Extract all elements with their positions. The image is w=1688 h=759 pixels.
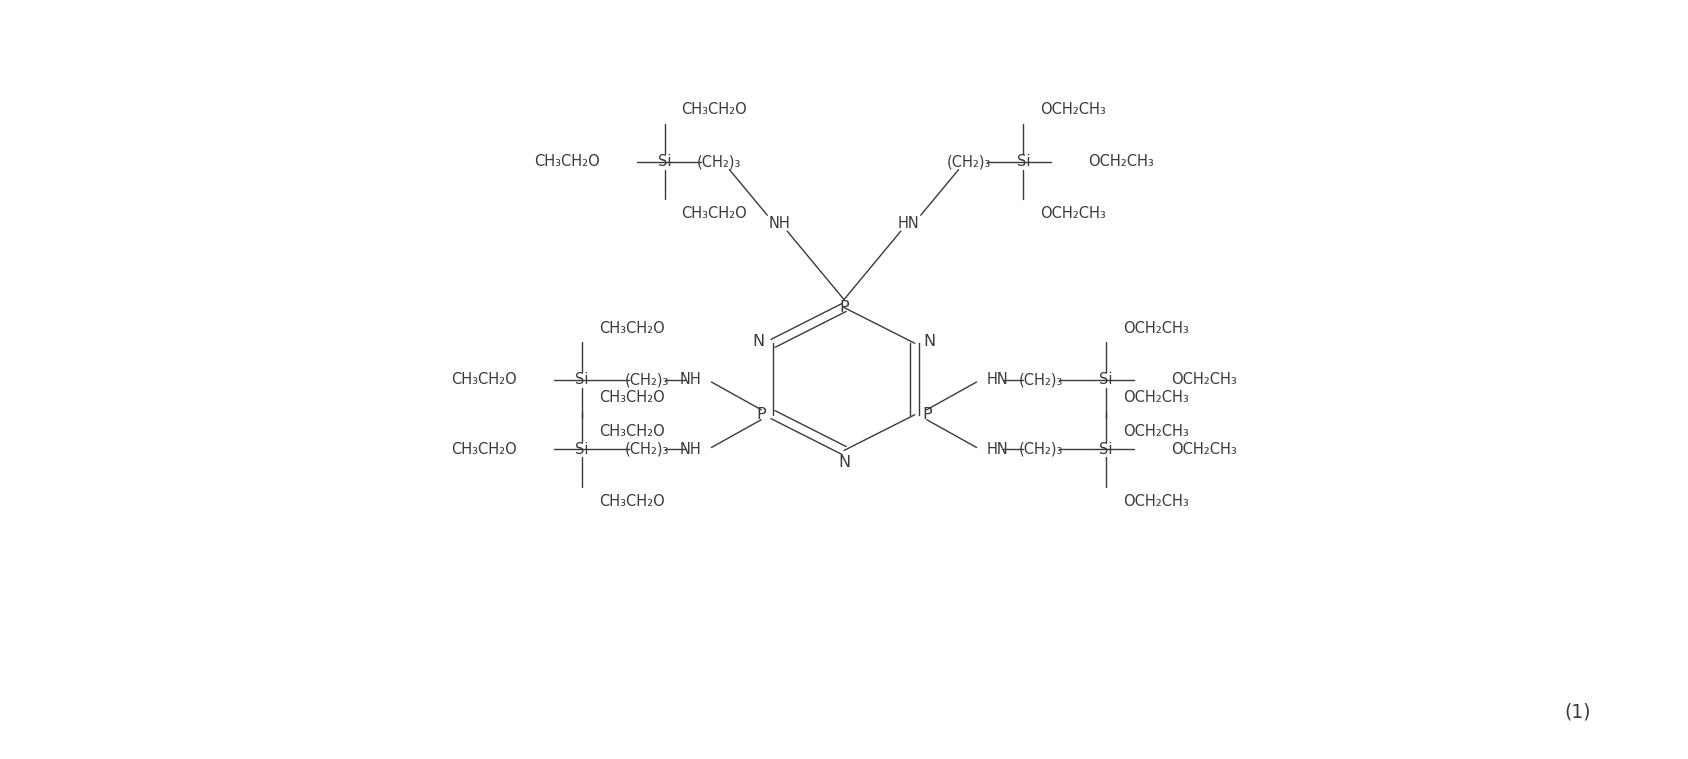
Text: CH₃CH₂O: CH₃CH₂O [599,321,665,336]
Text: OCH₂CH₃: OCH₂CH₃ [1040,102,1106,118]
Text: CH₃CH₂O: CH₃CH₂O [682,102,748,118]
Text: OCH₂CH₃: OCH₂CH₃ [1089,154,1155,169]
Text: Si: Si [576,373,589,388]
Text: CH₃CH₂O: CH₃CH₂O [682,206,748,221]
Text: P: P [756,408,766,422]
Text: (CH₂)₃: (CH₂)₃ [1020,373,1063,388]
Text: (CH₂)₃: (CH₂)₃ [1020,442,1063,457]
Text: HN: HN [986,373,1008,388]
Text: (CH₂)₃: (CH₂)₃ [625,373,668,388]
Text: CH₃CH₂O: CH₃CH₂O [599,493,665,509]
Text: CH₃CH₂O: CH₃CH₂O [599,424,665,439]
Text: Si: Si [1099,442,1112,457]
Text: N: N [923,334,935,349]
Text: HN: HN [986,442,1008,457]
Text: N: N [837,455,851,470]
Text: (CH₂)₃: (CH₂)₃ [947,154,991,169]
Text: CH₃CH₂O: CH₃CH₂O [533,154,599,169]
Text: (CH₂)₃: (CH₂)₃ [697,154,741,169]
Text: NH: NH [680,373,702,388]
Text: OCH₂CH₃: OCH₂CH₃ [1123,390,1188,405]
Text: OCH₂CH₃: OCH₂CH₃ [1171,373,1237,388]
Text: CH₃CH₂O: CH₃CH₂O [599,390,665,405]
Text: P: P [839,300,849,315]
Text: OCH₂CH₃: OCH₂CH₃ [1040,206,1106,221]
Text: CH₃CH₂O: CH₃CH₂O [451,442,517,457]
Text: P: P [922,408,932,422]
Text: Si: Si [1099,373,1112,388]
Text: CH₃CH₂O: CH₃CH₂O [451,373,517,388]
Text: HN: HN [898,216,920,231]
Text: (1): (1) [1565,702,1590,721]
Text: NH: NH [768,216,790,231]
Text: Si: Si [658,154,672,169]
Text: OCH₂CH₃: OCH₂CH₃ [1171,442,1237,457]
Text: (CH₂)₃: (CH₂)₃ [625,442,668,457]
Text: NH: NH [680,442,702,457]
Text: Si: Si [576,442,589,457]
Text: Si: Si [1016,154,1030,169]
Text: OCH₂CH₃: OCH₂CH₃ [1123,493,1188,509]
Text: OCH₂CH₃: OCH₂CH₃ [1123,424,1188,439]
Text: OCH₂CH₃: OCH₂CH₃ [1123,321,1188,336]
Text: N: N [753,334,765,349]
